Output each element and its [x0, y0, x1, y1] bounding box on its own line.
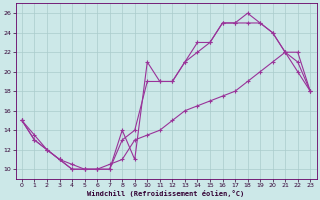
X-axis label: Windchill (Refroidissement éolien,°C): Windchill (Refroidissement éolien,°C) [87, 190, 245, 197]
